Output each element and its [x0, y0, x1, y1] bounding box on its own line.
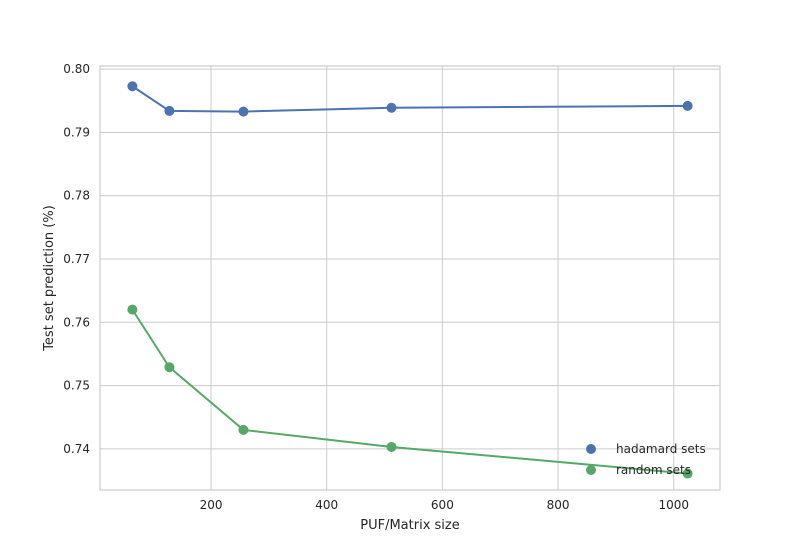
y-tick-label: 0.75: [63, 379, 90, 393]
y-tick-label: 0.78: [63, 189, 90, 203]
y-tick-label: 0.79: [63, 125, 90, 139]
series-line: [131, 85, 688, 113]
plot-frame: [99, 65, 721, 491]
x-axis-ticks: 200 400 600 800 1000: [200, 498, 689, 512]
data-point: [127, 81, 138, 92]
data-point: [164, 362, 175, 373]
legend-label: hadamard sets: [616, 442, 706, 456]
data-point: [127, 304, 138, 315]
legend-label: random sets: [616, 463, 691, 477]
data-point: [682, 468, 693, 479]
data-point: [386, 102, 397, 113]
x-tick-label: 800: [547, 498, 570, 512]
y-tick-label: 0.80: [63, 62, 90, 76]
y-axis-ticks: 0.74 0.75 0.76 0.77 0.78 0.79 0.80: [63, 62, 90, 456]
y-tick-label: 0.74: [63, 442, 90, 456]
data-point: [164, 105, 175, 116]
legend-item: random sets: [586, 463, 691, 477]
x-axis-label: PUF/Matrix size: [360, 518, 459, 533]
data-point: [238, 424, 249, 435]
legend-item: hadamard sets: [586, 442, 706, 456]
x-tick-label: 600: [431, 498, 454, 512]
data-point: [682, 100, 693, 111]
series-0: [127, 81, 693, 117]
x-tick-label: 400: [315, 498, 338, 512]
y-tick-label: 0.76: [63, 315, 90, 329]
x-tick-label: 200: [200, 498, 223, 512]
series-1: [127, 304, 693, 479]
series-layer: [127, 81, 693, 479]
y-tick-label: 0.77: [63, 252, 90, 266]
gridlines: [100, 66, 720, 490]
y-axis-label: Test set prediction (%): [42, 205, 57, 352]
legend: hadamard sets random sets: [586, 442, 706, 477]
legend-marker: [586, 465, 596, 475]
legend-marker: [586, 444, 596, 454]
x-tick-label: 1000: [658, 498, 689, 512]
data-point: [386, 441, 397, 452]
data-point: [238, 106, 249, 117]
